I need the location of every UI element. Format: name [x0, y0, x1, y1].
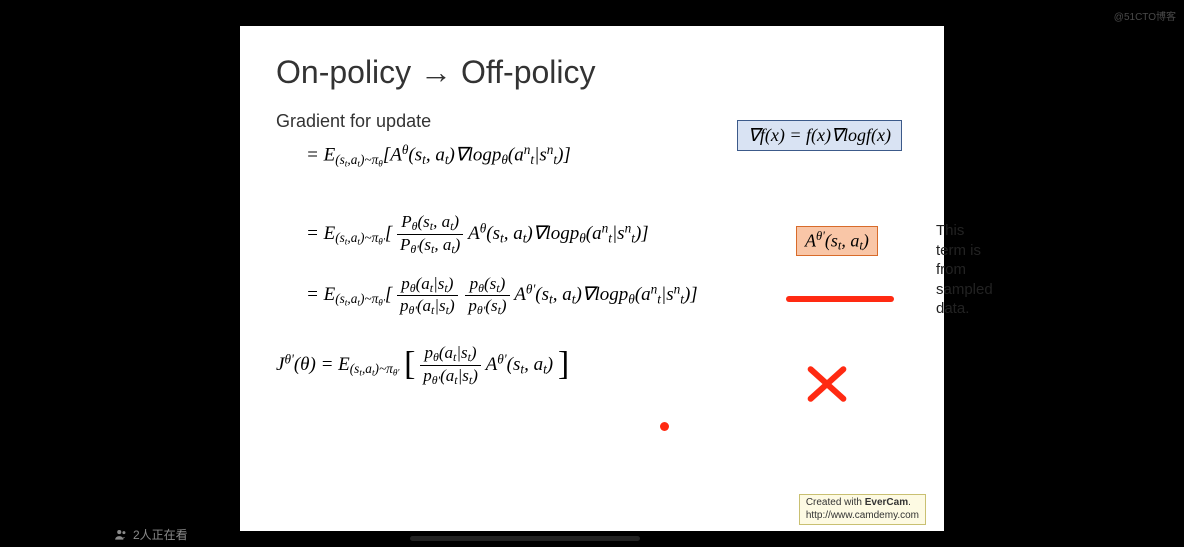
close-bracket-icon: ] — [558, 346, 569, 383]
eq2-fraction: Pθ(st, at) Pθ'(st, at) — [397, 212, 463, 256]
advantage-highlight-box: Aθ'(st, at) — [796, 226, 878, 256]
eq3-f1-denominator: pθ'(at|st) — [397, 296, 458, 317]
video-progress-bar[interactable] — [410, 536, 640, 541]
eq3-f1-numerator: pθ(at|st) — [397, 274, 458, 296]
eq3-prefix: = E(st,at)~πθ'[ — [306, 284, 392, 305]
evercam-badge: Created with EverCam. http://www.camdemy… — [799, 494, 926, 525]
eq4-fraction: pθ(at|st) pθ'(at|st) — [420, 343, 481, 387]
eq3-fraction-2: pθ(st) pθ'(st) — [465, 274, 509, 318]
eq2-numerator: Pθ(st, at) — [397, 212, 463, 234]
evercam-line-2: http://www.camdemy.com — [806, 510, 919, 523]
open-bracket-icon: [ — [404, 346, 415, 383]
eq4-numerator: pθ(at|st) — [420, 343, 481, 365]
equation-4-objective: Jθ'(θ) = E(st,at)~πθ' [ pθ(at|st) pθ'(at… — [276, 343, 908, 387]
viewer-count-badge: 2人正在看 — [114, 526, 188, 543]
sampled-data-note: This term is from sampled data. — [936, 221, 993, 319]
slide-title: On-policy → Off-policy — [276, 54, 908, 91]
viewer-count-text: 2人正在看 — [133, 526, 188, 543]
eq3-f2-numerator: pθ(st) — [465, 274, 509, 296]
slide-content: On-policy → Off-policy Gradient for upda… — [240, 26, 944, 531]
watermark-text: @51CTO博客 — [1114, 8, 1176, 23]
eq4-prefix: Jθ'(θ) = E(st,at)~πθ' — [276, 354, 399, 375]
eq3-fraction-1: pθ(at|st) pθ'(at|st) — [397, 274, 458, 318]
eq2-suffix: Aθ(st, at)∇logpθ(ant|snt)] — [468, 223, 649, 244]
eq4-denominator: pθ'(at|st) — [420, 366, 481, 387]
note-line-1: This term is from — [936, 221, 993, 280]
eq2-denominator: Pθ'(st, at) — [397, 235, 463, 256]
identity-formula-box: ∇f(x) = f(x)∇logf(x) — [737, 120, 902, 151]
eq3-f2-denominator: pθ'(st) — [465, 296, 509, 317]
evercam-line-1: Created with EverCam. — [806, 497, 919, 510]
note-line-2: sampled data. — [936, 280, 993, 319]
laser-pointer-dot — [660, 422, 669, 431]
person-icon — [114, 528, 128, 542]
eq2-prefix: = E(st,at)~πθ'[ — [306, 223, 392, 244]
red-highlight-annotation — [786, 296, 894, 302]
eq3-suffix: Aθ'(st, at)∇logpθ(ant|snt)] — [514, 284, 697, 305]
eq4-suffix: Aθ'(st, at) — [486, 354, 553, 375]
